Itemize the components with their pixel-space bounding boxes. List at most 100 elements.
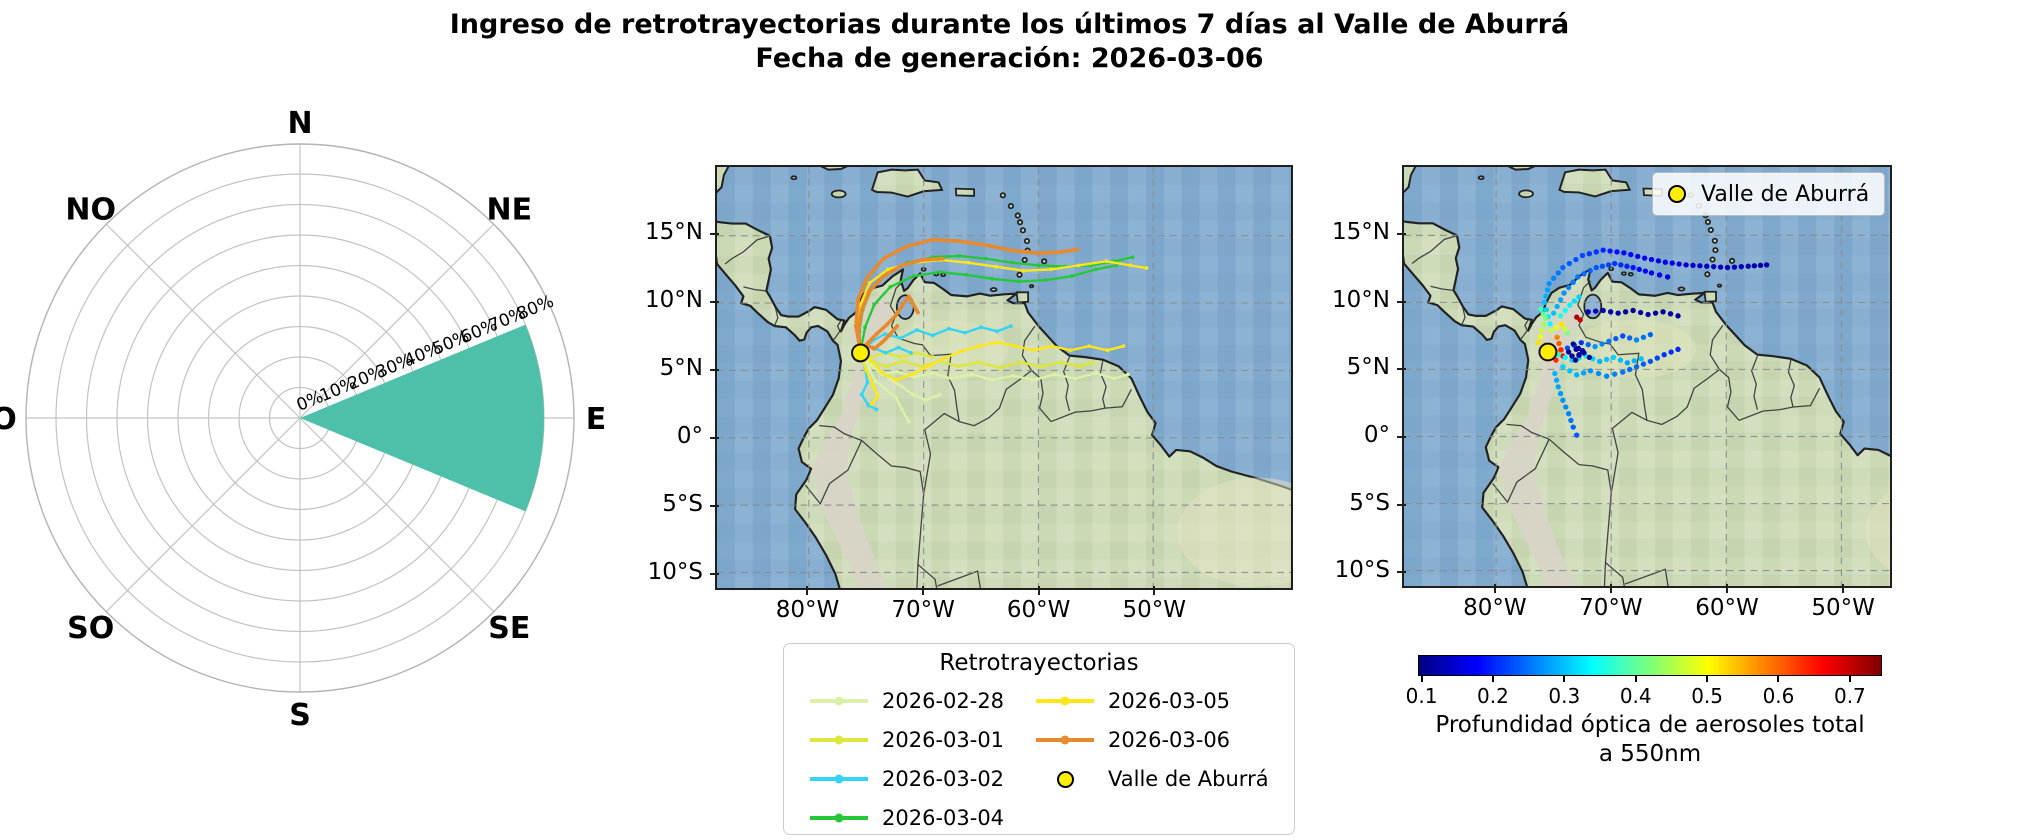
legend-entry: 2026-03-02 [810,766,1004,792]
compass-label-SE: SE [488,611,530,646]
lon-tick-label: 50°W [1122,597,1187,623]
station-marker-icon [1668,185,1686,203]
lon-tick-label: 50°W [1811,595,1875,621]
lat-tick-label: 15°N [1332,219,1390,246]
station-legend-label: Valle de Aburrá [1701,181,1870,207]
colorbar-tick-label: 0.7 [1833,684,1866,708]
legend-entry-label: 2026-03-02 [882,767,1005,791]
lat-tick-label: 5°S [1349,489,1390,516]
legend-entry: 2026-03-06 [1036,727,1230,753]
aod-map [1402,165,1892,588]
colorbar-tick-label: 0.2 [1477,684,1509,708]
title-line2: Fecha de generación: 2026-03-06 [755,43,1264,74]
compass-label-NO: NO [65,192,116,227]
lon-tick-label: 70°W [891,597,955,623]
legend-line-swatch [810,813,868,823]
lon-tick-mark [1493,584,1496,593]
trajectories-legend-title: Retrotrayectorias [939,650,1139,676]
legend-line-swatch [810,774,868,784]
colorbar-tick-label: 0.5 [1691,684,1723,708]
colorbar-tick-mark [1420,676,1423,682]
lat-tick-mark [1397,368,1406,371]
legend-entry-label: Valle de Aburrá [1108,767,1269,791]
legend-entry-label: 2026-03-06 [1108,728,1231,752]
lon-tick-mark [1726,584,1728,593]
lat-tick-label: 10°S [1334,557,1390,584]
colorbar-tick-mark [1491,676,1494,682]
colorbar-tick-label: 0.1 [1405,684,1438,708]
lon-tick-mark [1037,586,1040,595]
station-marker [1538,342,1558,362]
colorbar-tick-label: 0.6 [1762,684,1795,708]
legend-entry: 2026-03-04 [810,805,1004,831]
lat-tick-mark [1397,233,1406,236]
lon-tick-label: 80°W [775,597,840,623]
trajectory-2026-03-06 [856,256,945,354]
trajectories-map-svg [717,167,1291,588]
lat-tick-label: 0° [1363,422,1390,449]
lat-tick-mark [710,505,719,508]
colorbar-tick-label: 0.4 [1619,684,1652,708]
lon-tick-label: 70°W [1579,595,1643,621]
radial-tick-label: 80% [514,292,557,325]
trajectory-2026-03-02 [871,346,913,355]
trajectories-map [715,165,1293,590]
lat-tick-mark [710,573,719,576]
colorbar-tick-mark [1777,676,1780,682]
lat-tick-label: 5°N [1346,354,1390,381]
compass-label-SO: SO [67,611,114,646]
colorbar-tick-label: 0.3 [1548,684,1581,708]
lat-tick-mark [1397,436,1406,439]
colorbar-caption-line2: a 550nm [1598,741,1702,767]
lat-tick-mark [1397,503,1406,506]
colorbar-tick-mark [1706,676,1709,682]
legend-entry-label: 2026-02-28 [882,689,1005,713]
colorbar-caption: Profundidad óptica de aerosoles total a … [1418,711,1882,769]
trajectories-legend: Retrotrayectorias 2026-02-28 2026-03-01 … [783,643,1295,835]
trajectory-2026-02-28 [859,351,1130,382]
legend-line-swatch [1036,696,1094,706]
station-legend: Valle de Aburrá [1652,172,1885,216]
compass-label-O: O [0,402,17,437]
lat-tick-label: 5°N [659,355,703,382]
lat-tick-label: 10°S [647,559,703,586]
legend-entry: 2026-03-01 [810,727,1004,753]
legend-entry: 2026-02-28 [810,688,1004,714]
legend-entry-label: 2026-03-05 [1108,689,1231,713]
lon-tick-mark [806,586,809,595]
lon-tick-label: 60°W [1006,597,1071,623]
compass-label-N: N [287,106,312,141]
figure-title: Ingreso de retrotrayectorias durante los… [0,8,2019,76]
colorbar-tick-mark [1563,676,1566,682]
legend-entry-label: 2026-03-04 [882,806,1005,830]
compass-label-S: S [289,698,311,733]
lon-tick-mark [922,586,925,595]
aod-map-svg [1404,167,1890,586]
lon-tick-mark [1609,584,1612,593]
legend-line-swatch [810,696,868,706]
legend-entry: Valle de Aburrá [1036,766,1269,792]
title-line1: Ingreso de retrotrayectorias durante los… [449,9,1570,40]
legend-entry: 2026-03-05 [1036,688,1230,714]
colorbar-tick-mark [1634,676,1637,682]
lat-tick-label: 10°N [645,287,703,314]
lat-tick-label: 10°N [1332,286,1390,313]
lon-tick-label: 60°W [1695,595,1759,621]
compass-label-E: E [586,402,607,437]
lat-tick-mark [710,301,719,304]
legend-station-marker-icon [1056,770,1074,788]
lon-tick-label: 80°W [1463,595,1527,621]
lat-tick-label: 0° [676,423,703,450]
legend-entry-label: 2026-03-01 [882,728,1005,752]
lat-tick-mark [710,233,719,236]
lat-tick-label: 15°N [645,219,703,246]
compass-label-NE: NE [486,192,532,227]
lat-tick-label: 5°S [662,491,703,518]
legend-line-swatch [1036,735,1094,745]
colorbar-gradient [1418,655,1882,676]
aod-colorbar: 0.1 0.2 0.3 0.4 0.5 0.6 0.7 Profundidad óptica… [1406,655,1882,767]
colorbar-caption-line1: Profundidad óptica de aerosoles total [1435,712,1865,738]
lon-tick-mark [1153,586,1156,595]
